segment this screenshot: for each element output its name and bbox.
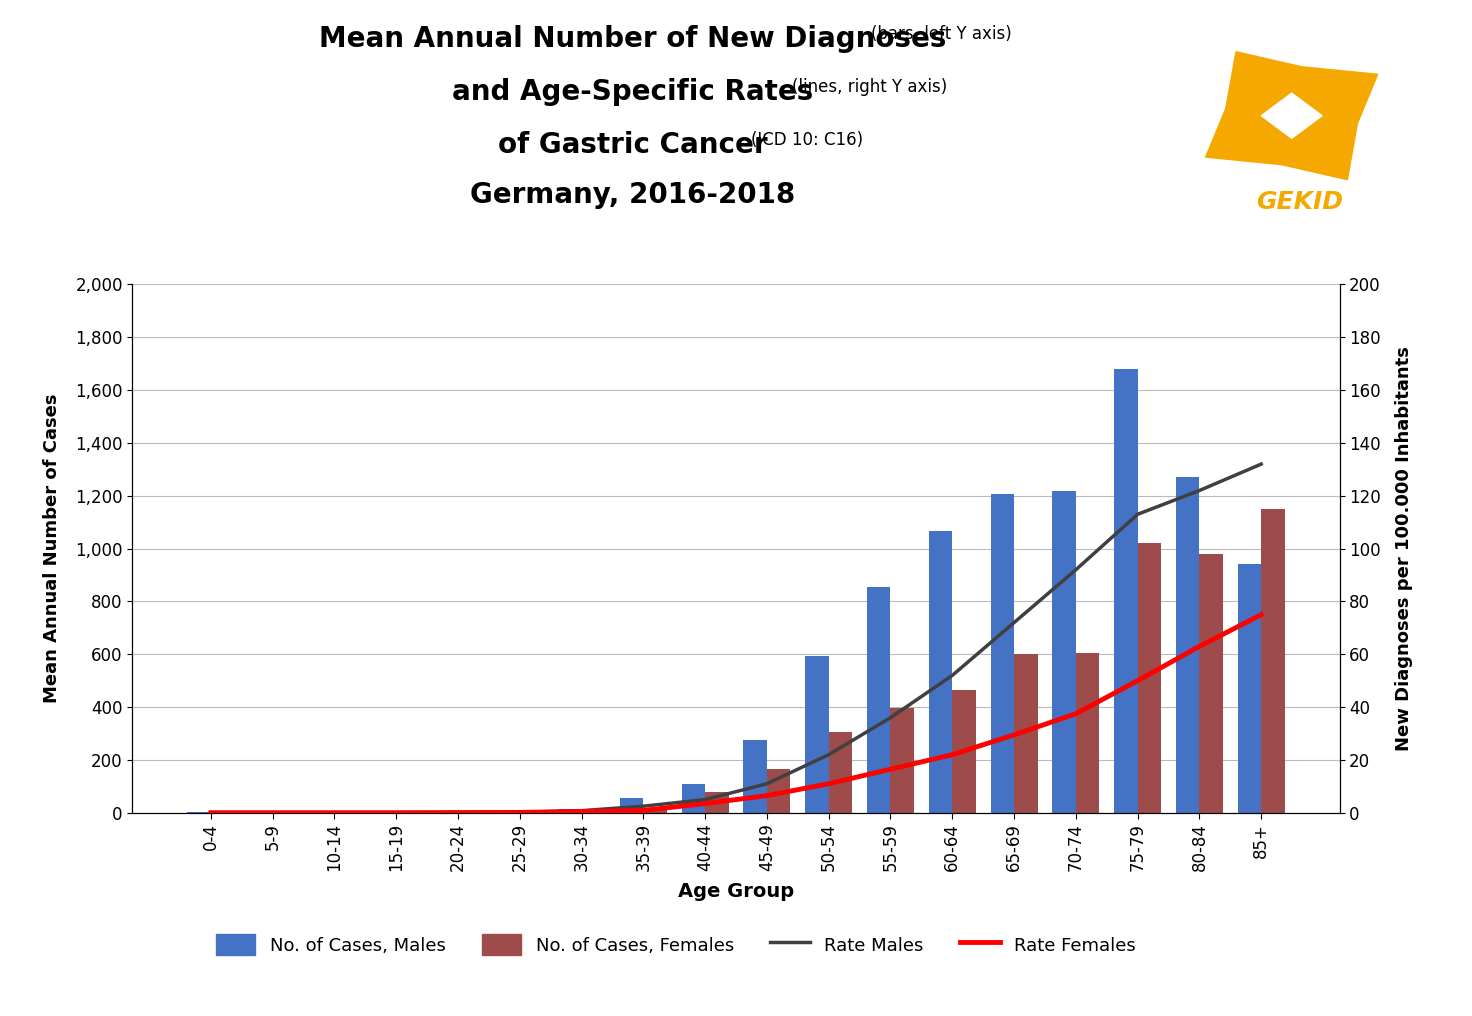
Bar [929,531,952,813]
Bar [496,812,520,813]
Bar [1052,491,1076,813]
Y-axis label: New Diagnoses per 100.000 Inhabitants: New Diagnoses per 100.000 Inhabitants [1395,346,1413,751]
Polygon shape [1226,52,1301,116]
Rate Males [1191,485,1209,497]
Polygon shape [1206,108,1292,165]
Bar [1114,369,1138,813]
Rate Females [944,749,961,761]
Rate Males [263,807,281,819]
Bar [891,708,914,813]
Line: Rate Males: Rate Males [210,464,1262,813]
Rate Males [1005,617,1023,629]
X-axis label: Age Group: Age Group [679,883,793,901]
Bar [1076,653,1100,813]
Rate Females [263,807,281,819]
Bar [682,783,705,813]
Rate Males [325,807,343,819]
Bar [767,769,790,813]
Rate Males [1129,508,1147,520]
Rate Females [758,789,776,802]
Bar [558,809,581,813]
Bar [805,655,829,813]
Y-axis label: Mean Annual Number of Cases: Mean Annual Number of Cases [43,394,62,703]
Rate Males [944,670,961,682]
Rate Males [758,777,776,789]
Rate Females [634,805,652,817]
Bar [952,690,976,813]
Bar [743,741,767,813]
Rate Females [1129,675,1147,687]
Rate Males [634,801,652,813]
Rate Females [696,798,714,810]
Bar [643,808,667,813]
Rate Females [1005,728,1023,741]
Text: (ICD 10: C16): (ICD 10: C16) [751,131,863,149]
Polygon shape [1262,93,1322,138]
Bar [991,495,1014,813]
Rate Females [449,807,467,819]
Text: (lines, right Y axis): (lines, right Y axis) [792,78,946,97]
Text: (bars, left Y axis): (bars, left Y axis) [871,25,1013,44]
Bar [1014,654,1038,813]
Rate Females [511,807,528,819]
Rate Males [387,807,405,819]
Bar [1176,478,1200,813]
Rate Males [202,807,219,819]
Bar [829,733,852,813]
Polygon shape [1292,67,1378,123]
Text: and Age-Specific Rates: and Age-Specific Rates [452,78,814,107]
Bar [1200,554,1223,813]
Rate Females [882,763,899,775]
Rate Females [202,807,219,819]
Text: Germany, 2016-2018: Germany, 2016-2018 [471,181,795,209]
Bar [705,791,729,813]
Rate Females [820,777,838,789]
Text: GEKID: GEKID [1256,190,1344,214]
Rate Females [325,807,343,819]
Bar [581,810,605,813]
Bar [1138,544,1161,813]
Legend: No. of Cases, Males, No. of Cases, Females, Rate Males, Rate Females: No. of Cases, Males, No. of Cases, Femal… [209,927,1142,962]
Text: Mean Annual Number of New Diagnoses: Mean Annual Number of New Diagnoses [319,25,946,54]
Rate Females [1191,640,1209,652]
Text: of Gastric Cancer: of Gastric Cancer [498,131,768,160]
Rate Males [449,807,467,819]
Line: Rate Females: Rate Females [210,615,1262,813]
Rate Males [696,793,714,806]
Rate Females [387,807,405,819]
Rate Females [1067,707,1085,719]
Rate Females [1253,609,1270,621]
Rate Males [1253,458,1270,470]
Bar [1238,565,1262,813]
Rate Females [573,806,590,818]
Bar [520,812,543,813]
Rate Males [573,805,590,817]
Bar [620,799,643,813]
Polygon shape [1282,116,1357,180]
Bar [1262,509,1285,813]
Rate Males [1067,564,1085,576]
Rate Males [511,806,528,818]
Bar [867,587,891,813]
Rate Males [882,711,899,723]
Rate Males [820,749,838,761]
